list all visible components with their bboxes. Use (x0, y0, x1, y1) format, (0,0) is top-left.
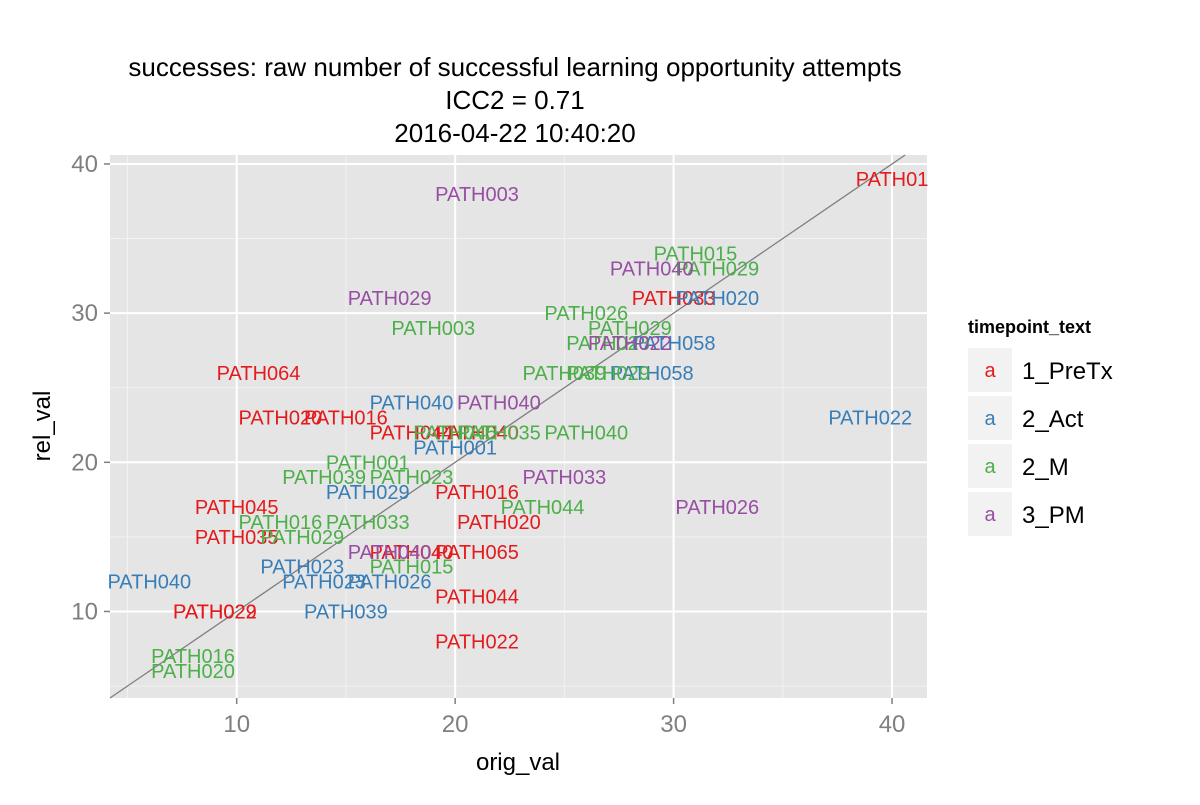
point-label: PATH001 (326, 452, 410, 474)
point-label: PATH039 (304, 601, 388, 623)
point-label: PATH016 (435, 482, 519, 504)
point-label: PATH003 (391, 318, 475, 340)
point-label: PATH045 (195, 497, 279, 519)
y-tick-label: 10 (71, 598, 98, 625)
y-tick-label: 40 (71, 151, 98, 178)
point-label: PATH016 (151, 646, 235, 668)
grid (110, 155, 927, 698)
point-label: PATH016 (239, 512, 323, 534)
point-label: PATH026 (675, 497, 759, 519)
point-label: PATH033 (522, 467, 606, 489)
point-label: PATH020 (675, 288, 759, 310)
point-label: PATH029 (173, 601, 257, 623)
point-label: PATH039 (282, 467, 366, 489)
y-axis-label: rel_val (29, 391, 56, 462)
point-label: PATH003 (435, 184, 519, 206)
legend-title: timepoint_text (968, 317, 1091, 337)
point-label: PATH022 (588, 333, 672, 355)
point-label: PATH029 (260, 527, 344, 549)
point-label: PATH01 (856, 169, 929, 191)
legend-key (968, 444, 1012, 488)
point-label: PATH022 (173, 601, 257, 623)
point-label: PATH044 (370, 422, 454, 444)
axes: 10 20 30 40 10 20 30 40 (71, 151, 905, 738)
point-label: PATH029 (675, 258, 759, 280)
point-label: PATH026 (544, 303, 628, 325)
point-label: PATH058 (610, 363, 694, 385)
chart-title-line-1: successes: raw number of successful lear… (128, 52, 901, 82)
point-label: PATH023 (260, 557, 344, 579)
point-label: PATH029 (588, 318, 672, 340)
legend-key-glyph: a (984, 456, 996, 478)
legend-key-glyph: a (984, 408, 996, 430)
point-label: PATH022 (435, 631, 519, 653)
point-label: PATH045 (413, 422, 497, 444)
point-label: PATH026 (348, 572, 432, 594)
point-label: PATH040 (457, 393, 541, 415)
point-label: PATH040 (435, 422, 519, 444)
point-label: PATH029 (326, 482, 410, 504)
point-label: PATH001 (413, 437, 497, 459)
point-label: PATH029 (348, 288, 432, 310)
plot-panel (110, 155, 927, 698)
legend-key-glyph: a (984, 360, 996, 382)
point-label: PATH016 (304, 408, 388, 430)
y-tick-label: 20 (71, 449, 98, 476)
point-label: PATH040 (348, 542, 432, 564)
point-label: PATH033 (632, 288, 716, 310)
legend-label: 2_Act (1022, 406, 1084, 433)
point-label: PATH058 (632, 333, 716, 355)
point-label: PATH029 (566, 363, 650, 385)
x-axis-label: orig_val (476, 749, 560, 776)
point-label: PATH015 (654, 243, 738, 265)
point-label: PATH044 (501, 497, 585, 519)
point-label: PATH015 (370, 557, 454, 579)
reference-line (109, 154, 906, 699)
point-label: PATH039 (522, 363, 606, 385)
point-label: PATH023 (566, 333, 650, 355)
x-tick-label: 30 (660, 711, 687, 738)
point-label: PATH040 (544, 422, 628, 444)
legend-key (968, 348, 1012, 392)
legend-key (968, 492, 1012, 536)
point-label: PATH035 (195, 527, 279, 549)
point-label: PATH065 (435, 542, 519, 564)
point-label: PATH022 (828, 408, 912, 430)
point-label: PATH033 (326, 512, 410, 534)
point-label: PATH023 (370, 467, 454, 489)
legend-label: 1_PreTx (1022, 358, 1113, 385)
point-label: PATH040 (370, 393, 454, 415)
point-label: PATH035 (457, 422, 541, 444)
point-label: PATH064 (217, 363, 301, 385)
point-label: PATH040 (370, 542, 454, 564)
x-tick-label: 10 (223, 711, 250, 738)
x-tick-label: 40 (879, 711, 906, 738)
legend-label: 3_PM (1022, 502, 1085, 529)
chart-title-line-3: 2016-04-22 10:40:20 (394, 118, 635, 148)
data-labels: PATH01PATH033PATH064PATH020PATH016PATH04… (107, 169, 928, 683)
point-label: PATH020 (239, 408, 323, 430)
point-label: PATH040 (107, 572, 191, 594)
x-tick-label: 20 (442, 711, 469, 738)
point-label: PATH023 (282, 572, 366, 594)
point-label: PATH020 (151, 661, 235, 683)
point-label: PATH044 (435, 587, 519, 609)
legend-label: 2_M (1022, 454, 1069, 481)
point-label: PATH020 (457, 512, 541, 534)
point-label: PATH040 (610, 258, 694, 280)
chart-title-line-2: ICC2 = 0.71 (445, 85, 584, 115)
legend-key (968, 396, 1012, 440)
y-tick-label: 30 (71, 300, 98, 327)
legend-key-glyph: a (984, 504, 996, 526)
